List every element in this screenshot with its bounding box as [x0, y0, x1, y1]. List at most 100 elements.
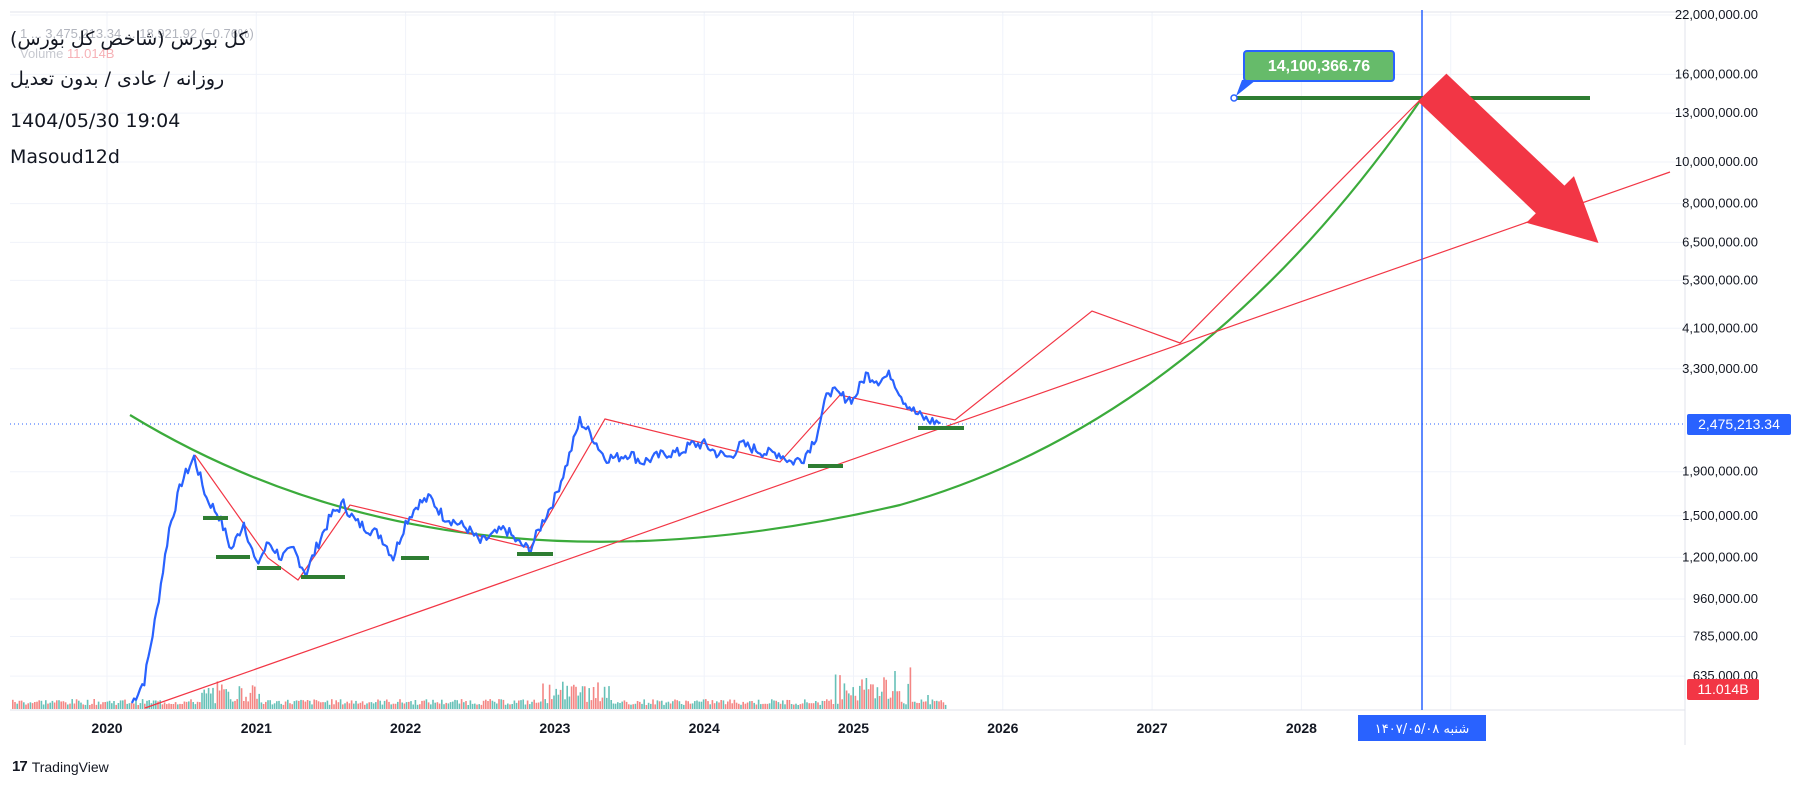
price-tick-label: 22,000,000.00: [1675, 7, 1758, 22]
volume-bar: [764, 703, 766, 709]
volume-bar: [467, 705, 469, 709]
volume-bar: [918, 703, 920, 709]
volume-bar: [487, 701, 489, 709]
volume-bar: [520, 700, 522, 709]
volume-bar: [174, 702, 177, 709]
volume-bar: [630, 704, 632, 709]
volume-bar: [258, 693, 260, 709]
volume-bar: [172, 704, 175, 709]
volume-bar: [940, 700, 942, 709]
price-tick-label: 13,000,000.00: [1675, 105, 1758, 120]
volume-bar: [60, 701, 62, 709]
volume-bar: [86, 699, 89, 709]
volume-bar: [900, 701, 903, 709]
volume-bar: [698, 701, 700, 709]
volume-bar: [584, 686, 586, 709]
volume-bar: [628, 704, 630, 709]
volume-bar: [793, 704, 795, 709]
volume-bars: [12, 667, 947, 709]
volume-bar: [727, 701, 729, 709]
volume-bar: [234, 700, 236, 709]
volume-bar: [265, 701, 267, 709]
volume-bar: [773, 700, 775, 709]
time-tick-label: 2028: [1286, 720, 1317, 736]
time-tick-label: 2020: [91, 720, 122, 736]
volume-bar: [812, 703, 815, 709]
volume-bar: [216, 681, 219, 709]
volume-bar: [31, 703, 34, 709]
volume-bar: [181, 704, 183, 709]
volume-bar: [702, 699, 705, 709]
volume-bar: [555, 688, 557, 709]
volume-bar: [141, 699, 144, 709]
volume-bar: [665, 702, 667, 709]
volume-readout-label: Volume: [20, 46, 64, 61]
volume-bar: [320, 702, 322, 709]
volume-bar: [403, 703, 406, 709]
volume-bar: [531, 701, 533, 709]
volume-bar: [251, 685, 254, 709]
volume-bar: [463, 702, 465, 709]
target-label-text: 14,100,366.76: [1268, 58, 1370, 75]
volume-bar: [709, 704, 711, 709]
volume-bar: [227, 691, 230, 709]
volume-bar: [370, 702, 373, 709]
volume-bar: [799, 704, 802, 709]
volume-bar: [333, 704, 335, 709]
volume-bar: [436, 702, 439, 709]
price-tick-label: 785,000.00: [1693, 629, 1758, 644]
volume-bar: [845, 690, 848, 709]
volume-bar: [595, 698, 597, 709]
volume-bar: [271, 704, 274, 709]
volume-bar: [324, 702, 326, 709]
volume-bar: [441, 699, 443, 709]
volume-bar: [753, 702, 755, 709]
volume-bar: [707, 701, 709, 709]
volume-bar: [346, 701, 348, 709]
volume-bar: [414, 700, 417, 709]
target-line-handle[interactable]: [1230, 94, 1238, 102]
volume-bar: [361, 701, 364, 709]
volume-bar: [166, 704, 168, 709]
volume-bar: [511, 704, 513, 709]
volume-bar: [183, 701, 186, 709]
volume-bar: [566, 685, 568, 709]
volume-bar: [289, 703, 291, 709]
target-annotation[interactable]: 14,100,366.76: [1230, 50, 1590, 102]
volume-bar: [749, 701, 751, 709]
volume-bar: [124, 699, 126, 709]
down-arrow: [1417, 73, 1599, 243]
volume-bar: [49, 702, 51, 709]
volume-bar: [713, 703, 716, 709]
volume-bar: [276, 701, 278, 709]
volume-bar: [23, 702, 25, 709]
volume-bar: [658, 701, 661, 709]
volume-bar: [762, 703, 764, 709]
volume-bar: [144, 703, 146, 709]
volume-bar: [612, 703, 615, 709]
tradingview-wordmark: TradingView: [31, 758, 109, 775]
ohlc-text: 1 ... 3,475,213.34 ... 18,921.92 (−0.76%…: [20, 26, 254, 41]
volume-bar: [478, 704, 480, 709]
volume-bar: [518, 700, 520, 709]
support-markers: [203, 426, 964, 579]
tradingview-brand[interactable]: 17 TradingView: [12, 758, 109, 775]
volume-bar: [834, 674, 837, 709]
volume-bar: [568, 696, 571, 709]
volume-bar: [592, 687, 595, 709]
volume-bar: [526, 700, 529, 709]
price-tick-label: 16,000,000.00: [1675, 66, 1758, 81]
volume-bar: [522, 699, 524, 709]
volume-bar: [676, 700, 678, 709]
volume-bar: [262, 704, 265, 709]
volume-bar: [500, 699, 502, 709]
volume-bar: [757, 699, 760, 709]
volume-bar: [38, 700, 40, 709]
volume-bar: [128, 703, 131, 709]
volume-bar: [817, 702, 819, 709]
volume-bar: [852, 687, 854, 709]
volume-bar: [364, 704, 366, 709]
volume-bar: [916, 702, 918, 709]
volume-bar: [742, 701, 744, 709]
